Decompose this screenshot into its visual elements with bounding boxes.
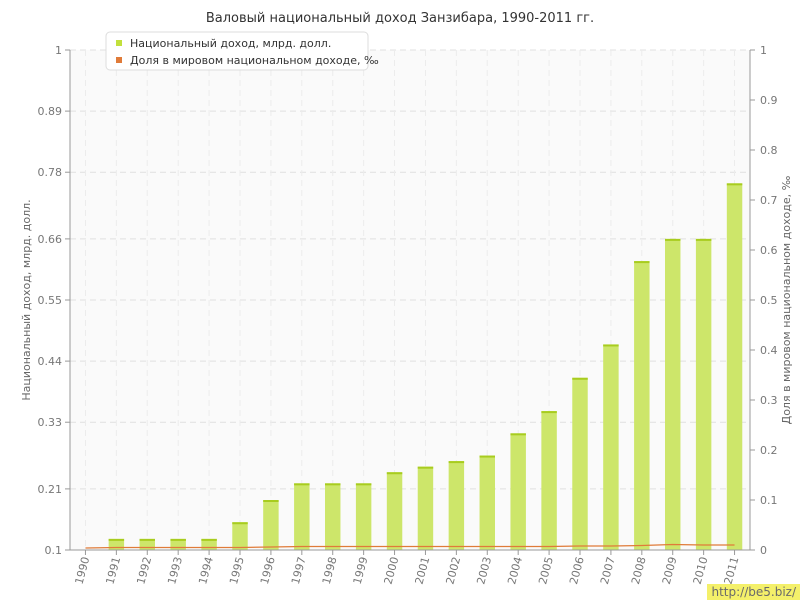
y2-tick-label: 0.8 — [760, 144, 778, 157]
bar-top — [232, 522, 248, 525]
bar-top — [572, 377, 588, 380]
legend-swatch-share — [116, 57, 122, 63]
bar[interactable] — [695, 238, 712, 550]
x-tick-label: 1994 — [196, 555, 216, 585]
bar[interactable] — [417, 466, 434, 550]
bar[interactable] — [448, 461, 465, 550]
bar-top — [355, 483, 372, 486]
bar-top — [294, 483, 310, 486]
x-tick-label: 2003 — [474, 555, 494, 585]
bar-top — [541, 411, 557, 414]
x-tick-label: 2006 — [567, 555, 587, 585]
bar-top — [139, 538, 155, 541]
x-tick-label: 1997 — [289, 555, 309, 585]
y2-axis-label: Доля в мировом национальном доходе, ‰ — [780, 175, 793, 424]
bar[interactable] — [108, 538, 125, 550]
bar-top — [603, 344, 619, 347]
bar[interactable] — [294, 483, 310, 550]
y2-tick-label: 0 — [760, 544, 767, 557]
y2-tick-label: 0.6 — [760, 244, 778, 257]
bar[interactable] — [726, 183, 743, 551]
bar-top — [479, 455, 495, 458]
x-tick-label: 1990 — [73, 555, 93, 585]
y2-tick-label: 1 — [760, 44, 767, 57]
bar[interactable] — [263, 500, 279, 550]
y-tick-label: 1 — [55, 44, 62, 57]
x-tick-label: 2009 — [660, 555, 680, 585]
y2-tick-label: 0.3 — [760, 394, 778, 407]
y-tick-label: 0.78 — [38, 166, 63, 179]
x-tick-label: 1998 — [320, 555, 340, 585]
bar[interactable] — [386, 472, 403, 550]
x-tick-label: 1996 — [258, 555, 278, 585]
y2-tick-label: 0.4 — [760, 344, 778, 357]
y-tick-label: 0.21 — [38, 483, 63, 496]
bar-top — [417, 466, 434, 469]
y2-tick-label: 0.7 — [760, 194, 778, 207]
x-tick-label: 2008 — [629, 555, 649, 585]
legend-label-share: Доля в мировом национальном доходе, ‰ — [130, 54, 379, 67]
bar-top — [726, 183, 743, 186]
bar-top — [170, 538, 186, 541]
bar[interactable] — [510, 433, 526, 550]
bar-top — [386, 472, 403, 475]
bar-top — [510, 433, 526, 436]
bar[interactable] — [603, 344, 619, 550]
x-tick-label: 1992 — [134, 555, 154, 585]
y-tick-label: 0.66 — [38, 233, 63, 246]
y-tick-label: 0.89 — [38, 105, 63, 118]
bar-top — [634, 261, 650, 264]
bar[interactable] — [232, 522, 248, 550]
x-tick-label: 2000 — [382, 555, 402, 585]
bar-top — [201, 538, 217, 541]
legend-swatch-income — [116, 40, 122, 46]
x-tick-label: 1991 — [103, 555, 123, 585]
bar-top — [325, 483, 341, 486]
y-tick-label: 0.33 — [38, 416, 63, 429]
x-tick-label: 1995 — [227, 555, 247, 585]
x-tick-label: 1993 — [165, 555, 185, 585]
bar-top — [108, 538, 125, 541]
y2-tick-label: 0.5 — [760, 294, 778, 307]
bar-top — [263, 500, 279, 502]
x-tick-label: 2007 — [598, 555, 618, 585]
x-tick-label: 2004 — [505, 555, 525, 585]
watermark[interactable]: http://be5.biz/ — [707, 584, 800, 600]
x-tick-label: 2010 — [691, 555, 711, 585]
y-axis-label: Национальный доход, млрд. долл. — [20, 199, 33, 400]
legend — [105, 31, 369, 71]
bar[interactable] — [355, 483, 372, 550]
x-tick-label: 2001 — [413, 555, 433, 585]
x-tick-label: 1999 — [351, 555, 371, 585]
bar[interactable] — [325, 483, 341, 550]
y-tick-label: 0.55 — [38, 294, 63, 307]
x-tick-label: 2011 — [722, 555, 742, 585]
bar[interactable] — [634, 261, 650, 550]
bar[interactable] — [201, 538, 217, 550]
bar[interactable] — [541, 411, 557, 550]
bar[interactable] — [139, 538, 155, 550]
bar-top — [665, 238, 681, 241]
y2-tick-label: 0.1 — [760, 494, 778, 507]
y2-tick-label: 0.9 — [760, 94, 778, 107]
legend-label-income: Национальный доход, млрд. долл. — [130, 37, 331, 50]
y-tick-label: 0.44 — [38, 355, 63, 368]
chart-title: Валовый национальный доход Занзибара, 19… — [206, 11, 594, 26]
bar[interactable] — [665, 238, 681, 550]
bar[interactable] — [170, 538, 186, 550]
y-tick-label: 0.1 — [45, 544, 63, 557]
series-line[interactable] — [85, 543, 735, 549]
x-tick-label: 2002 — [443, 555, 463, 585]
x-tick-label: 2005 — [536, 555, 556, 585]
bar[interactable] — [572, 377, 588, 550]
bar-top — [695, 238, 712, 241]
bar[interactable] — [479, 455, 495, 550]
y2-tick-label: 0.2 — [760, 444, 778, 457]
bar-top — [448, 461, 465, 464]
